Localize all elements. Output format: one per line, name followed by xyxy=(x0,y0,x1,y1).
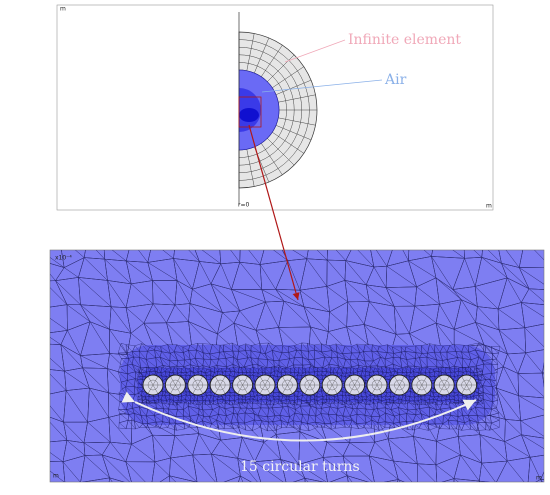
turn-mesh xyxy=(214,379,226,391)
turn-mesh xyxy=(416,379,427,391)
turn-mesh xyxy=(304,379,315,391)
zoom-arrow xyxy=(248,124,300,301)
mesh-line xyxy=(238,62,287,158)
top-unit-x: m xyxy=(486,203,492,210)
annotation: 15 circular turns xyxy=(240,459,360,475)
turn-mesh xyxy=(282,379,293,391)
turn-mesh xyxy=(349,379,360,391)
turn-mesh xyxy=(327,379,338,391)
mesh-line xyxy=(275,79,312,95)
turn-mesh xyxy=(439,379,450,391)
mesh-line xyxy=(267,138,295,166)
coil-region xyxy=(239,108,259,122)
turn-mesh xyxy=(170,379,181,391)
turns-arrow xyxy=(121,391,477,442)
bottom-unit-x: m xyxy=(536,475,542,482)
scale-note: x10⁻⁴ xyxy=(55,255,72,262)
mesh-line xyxy=(261,143,283,175)
pointer xyxy=(284,39,346,63)
mesh-line xyxy=(275,125,312,141)
annotation: Air xyxy=(384,72,407,88)
mesh-line xyxy=(246,33,255,71)
origin-note: r=0 xyxy=(238,202,249,209)
turn-mesh xyxy=(461,379,472,391)
mesh-line xyxy=(272,132,304,154)
annotation: Infinite element xyxy=(348,32,461,48)
top-mesh xyxy=(238,31,318,189)
turns xyxy=(142,374,478,396)
mesh-line xyxy=(246,149,255,187)
turn-mesh xyxy=(147,379,159,391)
turn-mesh xyxy=(192,379,204,391)
mesh-line xyxy=(267,54,295,82)
mesh-line xyxy=(278,117,316,126)
mesh-line xyxy=(261,45,283,77)
turn-mesh xyxy=(394,379,405,391)
turn-mesh xyxy=(371,379,383,391)
bottom-unit-y: m xyxy=(53,473,59,480)
turn-mesh xyxy=(259,379,271,391)
pointer xyxy=(261,79,383,93)
mesh-line xyxy=(272,66,304,88)
mesh-line xyxy=(238,54,295,166)
top-unit-y: m xyxy=(60,6,66,13)
mesh-line xyxy=(278,94,316,103)
turn-mesh xyxy=(237,379,248,391)
zoom-box xyxy=(238,96,262,128)
mesh-line xyxy=(254,37,270,74)
